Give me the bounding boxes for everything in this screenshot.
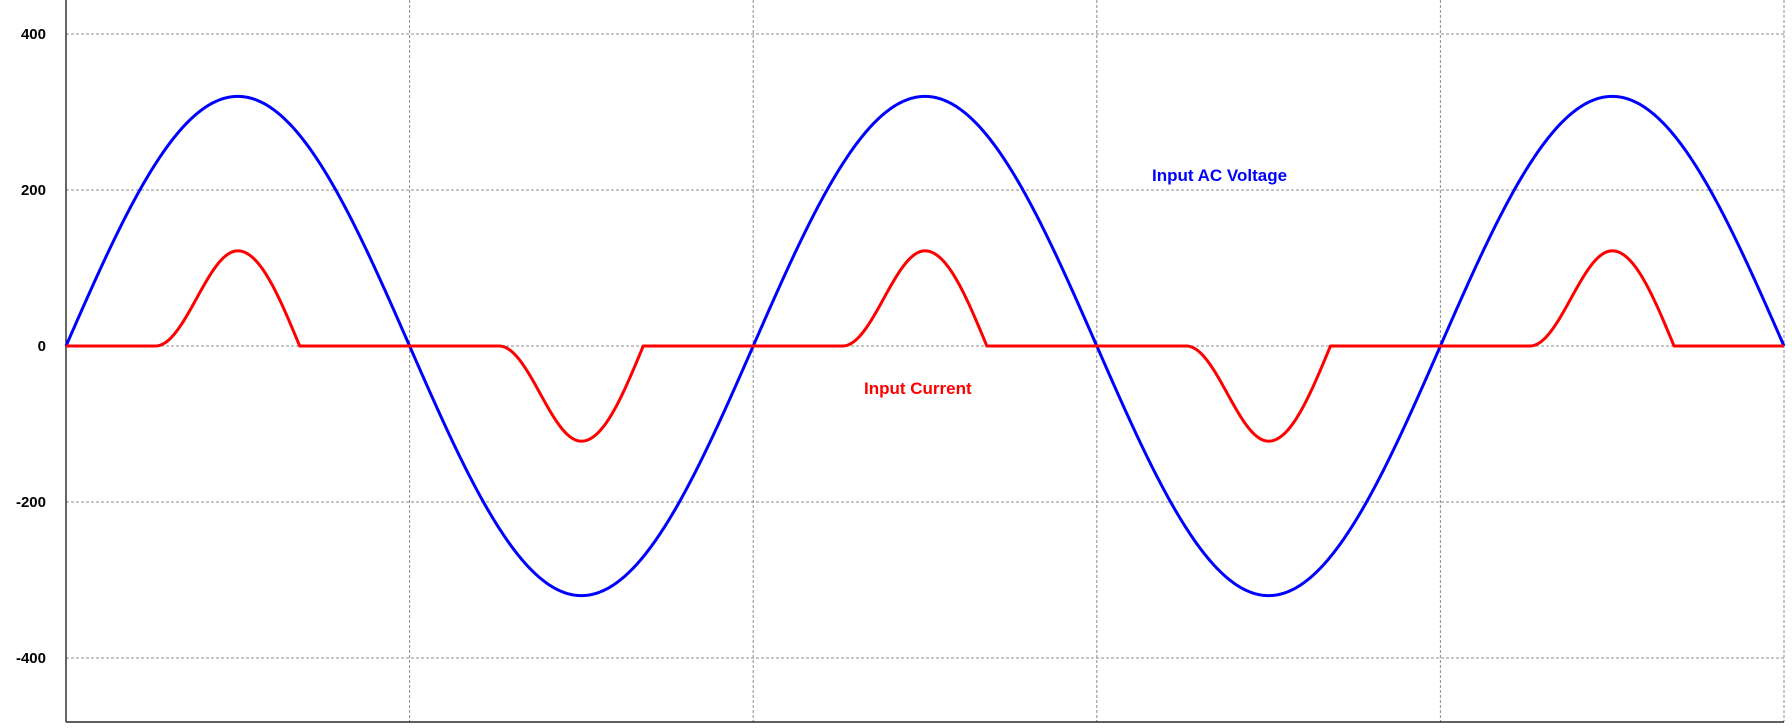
y-tick-label: -400 [16,650,46,667]
series-line-voltage [64,94,1786,598]
y-tick-label: 400 [21,26,46,43]
grid [66,0,1785,722]
y-tick-label: -200 [16,494,46,511]
axes [65,0,1784,723]
y-tick-labels: 400 200 0 -200 -400 [16,26,46,667]
series-layer [64,94,1786,598]
series-line-current [65,249,1785,443]
y-tick-label: 0 [38,338,46,355]
series-label-voltage: Input AC Voltage [1152,166,1287,185]
series-labels: Input AC Voltage Input Current [864,166,1287,398]
series-label-current: Input Current [864,379,972,398]
y-tick-label: 200 [21,182,46,199]
